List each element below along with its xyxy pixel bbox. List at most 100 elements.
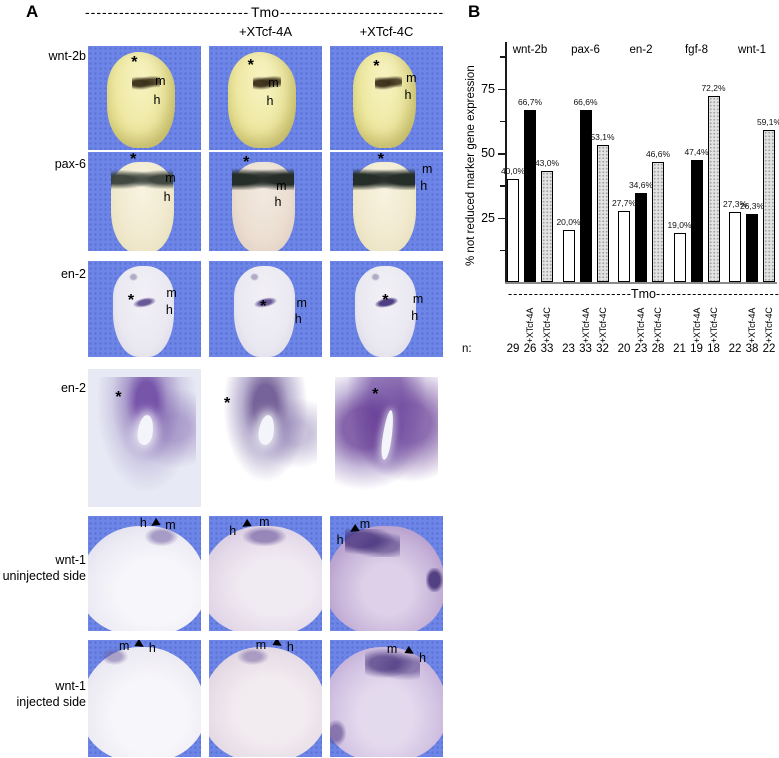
anatomy-label-h: h: [274, 195, 282, 210]
anatomy-label-h: h: [153, 92, 161, 107]
bar-value-label: 19,0%: [667, 220, 692, 230]
anatomy-label-m: m: [268, 76, 279, 91]
panel-b: B % not reduced marker gene expression -…: [460, 0, 779, 758]
tissue-section-illustration: [330, 369, 443, 507]
embryo-illustration: [88, 526, 201, 631]
embryo-illustration: [352, 52, 416, 148]
y-axis-tick: [498, 88, 505, 90]
row-label-line2: uninjected side: [2, 569, 86, 584]
asterisk-marker: *: [372, 386, 379, 404]
n-value: 38: [745, 343, 759, 355]
anatomy-label-m: m: [118, 640, 130, 653]
img-en2-section-tmo-xtcf4c: *: [330, 369, 443, 507]
img-wnt2b-tmo: * m h: [88, 46, 201, 150]
asterisk-marker: *: [243, 153, 250, 171]
n-value: 23: [634, 343, 648, 355]
tmo-label: Tmo: [631, 287, 656, 301]
embryo-illustration: [209, 526, 322, 631]
bar-value-label: 26,3%: [739, 201, 765, 211]
bar-value-label: 27,7%: [611, 198, 637, 208]
x-sub-label: +XTcf-4C: [708, 307, 719, 343]
y-axis-tick: [498, 217, 505, 219]
anatomy-label-h: h: [411, 308, 419, 323]
x-sub-label: +XTcf-4C: [542, 307, 552, 343]
panel-a-letter: A: [26, 2, 39, 21]
img-en2-section-tmo: *: [88, 369, 201, 507]
img-wnt1-uninjected-tmo: h ◀ m: [88, 516, 201, 631]
img-wnt1-injected-tmo-xtcf4c: m ▶ h: [330, 640, 443, 757]
anatomy-label-m: m: [406, 70, 417, 85]
column-header-xtcf4a: +XTcf-4A: [238, 24, 293, 39]
asterisk-marker: *: [247, 56, 254, 74]
embryo-illustration: [330, 647, 443, 757]
asterisk-marker: *: [382, 292, 389, 310]
embryo-illustration: [110, 161, 174, 251]
img-en2-tmo: * m h: [88, 261, 201, 357]
bar-gray: [596, 145, 609, 282]
x-sub-label: +XTcf-4C: [597, 307, 608, 343]
y-axis-label: % not reduced marker gene expression: [465, 65, 477, 267]
n-value: 18: [707, 343, 720, 355]
x-sub-label: +XTcf-4A: [636, 307, 646, 343]
bar-value-label: 40,0%: [500, 166, 526, 176]
img-pax6-tmo-xtcf4a: * m h: [209, 152, 322, 251]
anatomy-label-m: m: [166, 285, 177, 300]
n-value: 32: [596, 343, 609, 355]
bar-value-label: 47,4%: [684, 147, 709, 157]
n-value: 19: [690, 343, 703, 355]
y-axis-line: [505, 42, 507, 282]
n-value: 22: [762, 343, 776, 355]
bar-white: [729, 212, 741, 282]
bar-white: [562, 230, 575, 282]
n-value: 28: [651, 343, 665, 355]
anatomy-label-m: m: [386, 642, 398, 657]
anatomy-label-m: m: [255, 640, 267, 652]
img-wnt2b-tmo-xtcf4a: * m h: [209, 46, 322, 150]
asterisk-marker: *: [223, 394, 231, 412]
bar-black: [524, 110, 536, 282]
bar-black: [579, 110, 592, 282]
bar-black: [746, 214, 758, 282]
category-label: pax-6: [571, 44, 600, 56]
asterisk-marker: *: [115, 388, 122, 406]
tmo-dashes-left: ----------------------------------------…: [85, 4, 250, 20]
asterisk-marker: *: [127, 292, 135, 310]
bar-gray: [707, 96, 720, 282]
bar-gray: [763, 130, 775, 282]
img-wnt1-injected-tmo: m ▶ h: [88, 640, 201, 757]
bar-value-label: 46,6%: [645, 149, 671, 159]
anatomy-label-m: m: [165, 170, 176, 185]
n-row-label: n:: [462, 343, 472, 355]
row-label-line1: wnt-1: [55, 679, 86, 693]
tmo-dashes-left: ----------------------------------------…: [508, 287, 631, 301]
y-axis-tick: [500, 249, 505, 252]
img-en2-section-tmo-xtcf4a: *: [209, 369, 322, 507]
bar-gray: [652, 162, 664, 282]
anatomy-label-h: h: [163, 189, 171, 204]
row-label-line2: injected side: [16, 695, 87, 710]
n-value: 23: [562, 343, 575, 355]
category-label: wnt-2b: [512, 44, 548, 56]
bar-value-label: 66,6%: [573, 97, 598, 107]
x-sub-label: +XTcf-4A: [580, 307, 591, 343]
img-wnt1-uninjected-tmo-xtcf4a: h ◀ m: [209, 516, 322, 631]
img-en2-tmo-xtcf4c: * m h: [330, 261, 443, 357]
embryo-illustration: [88, 647, 201, 757]
row-label-en2-section: en-2: [60, 381, 86, 395]
anatomy-label-m: m: [165, 517, 176, 532]
y-axis-tick-label: 75: [481, 81, 495, 96]
category-label: wnt-1: [737, 44, 767, 56]
y-axis-tick: [498, 153, 505, 155]
img-wnt1-injected-tmo-xtcf4a: m ▶ h: [209, 640, 322, 757]
n-value: 26: [523, 343, 537, 355]
embryo-illustration: [231, 161, 295, 251]
row-label-wnt1-injected: wnt-1 injected side: [0, 678, 87, 711]
anatomy-label-m: m: [296, 295, 307, 310]
n-value: 22: [728, 343, 742, 355]
asterisk-marker: *: [260, 298, 267, 316]
panel-b-letter: B: [468, 2, 481, 21]
tissue-section-illustration: [88, 369, 201, 507]
anatomy-label-h: h: [404, 87, 412, 102]
row-label-wnt1-uninjected: wnt-1 uninjected side: [0, 552, 86, 585]
panel-a: A --------------------------------------…: [0, 0, 460, 758]
